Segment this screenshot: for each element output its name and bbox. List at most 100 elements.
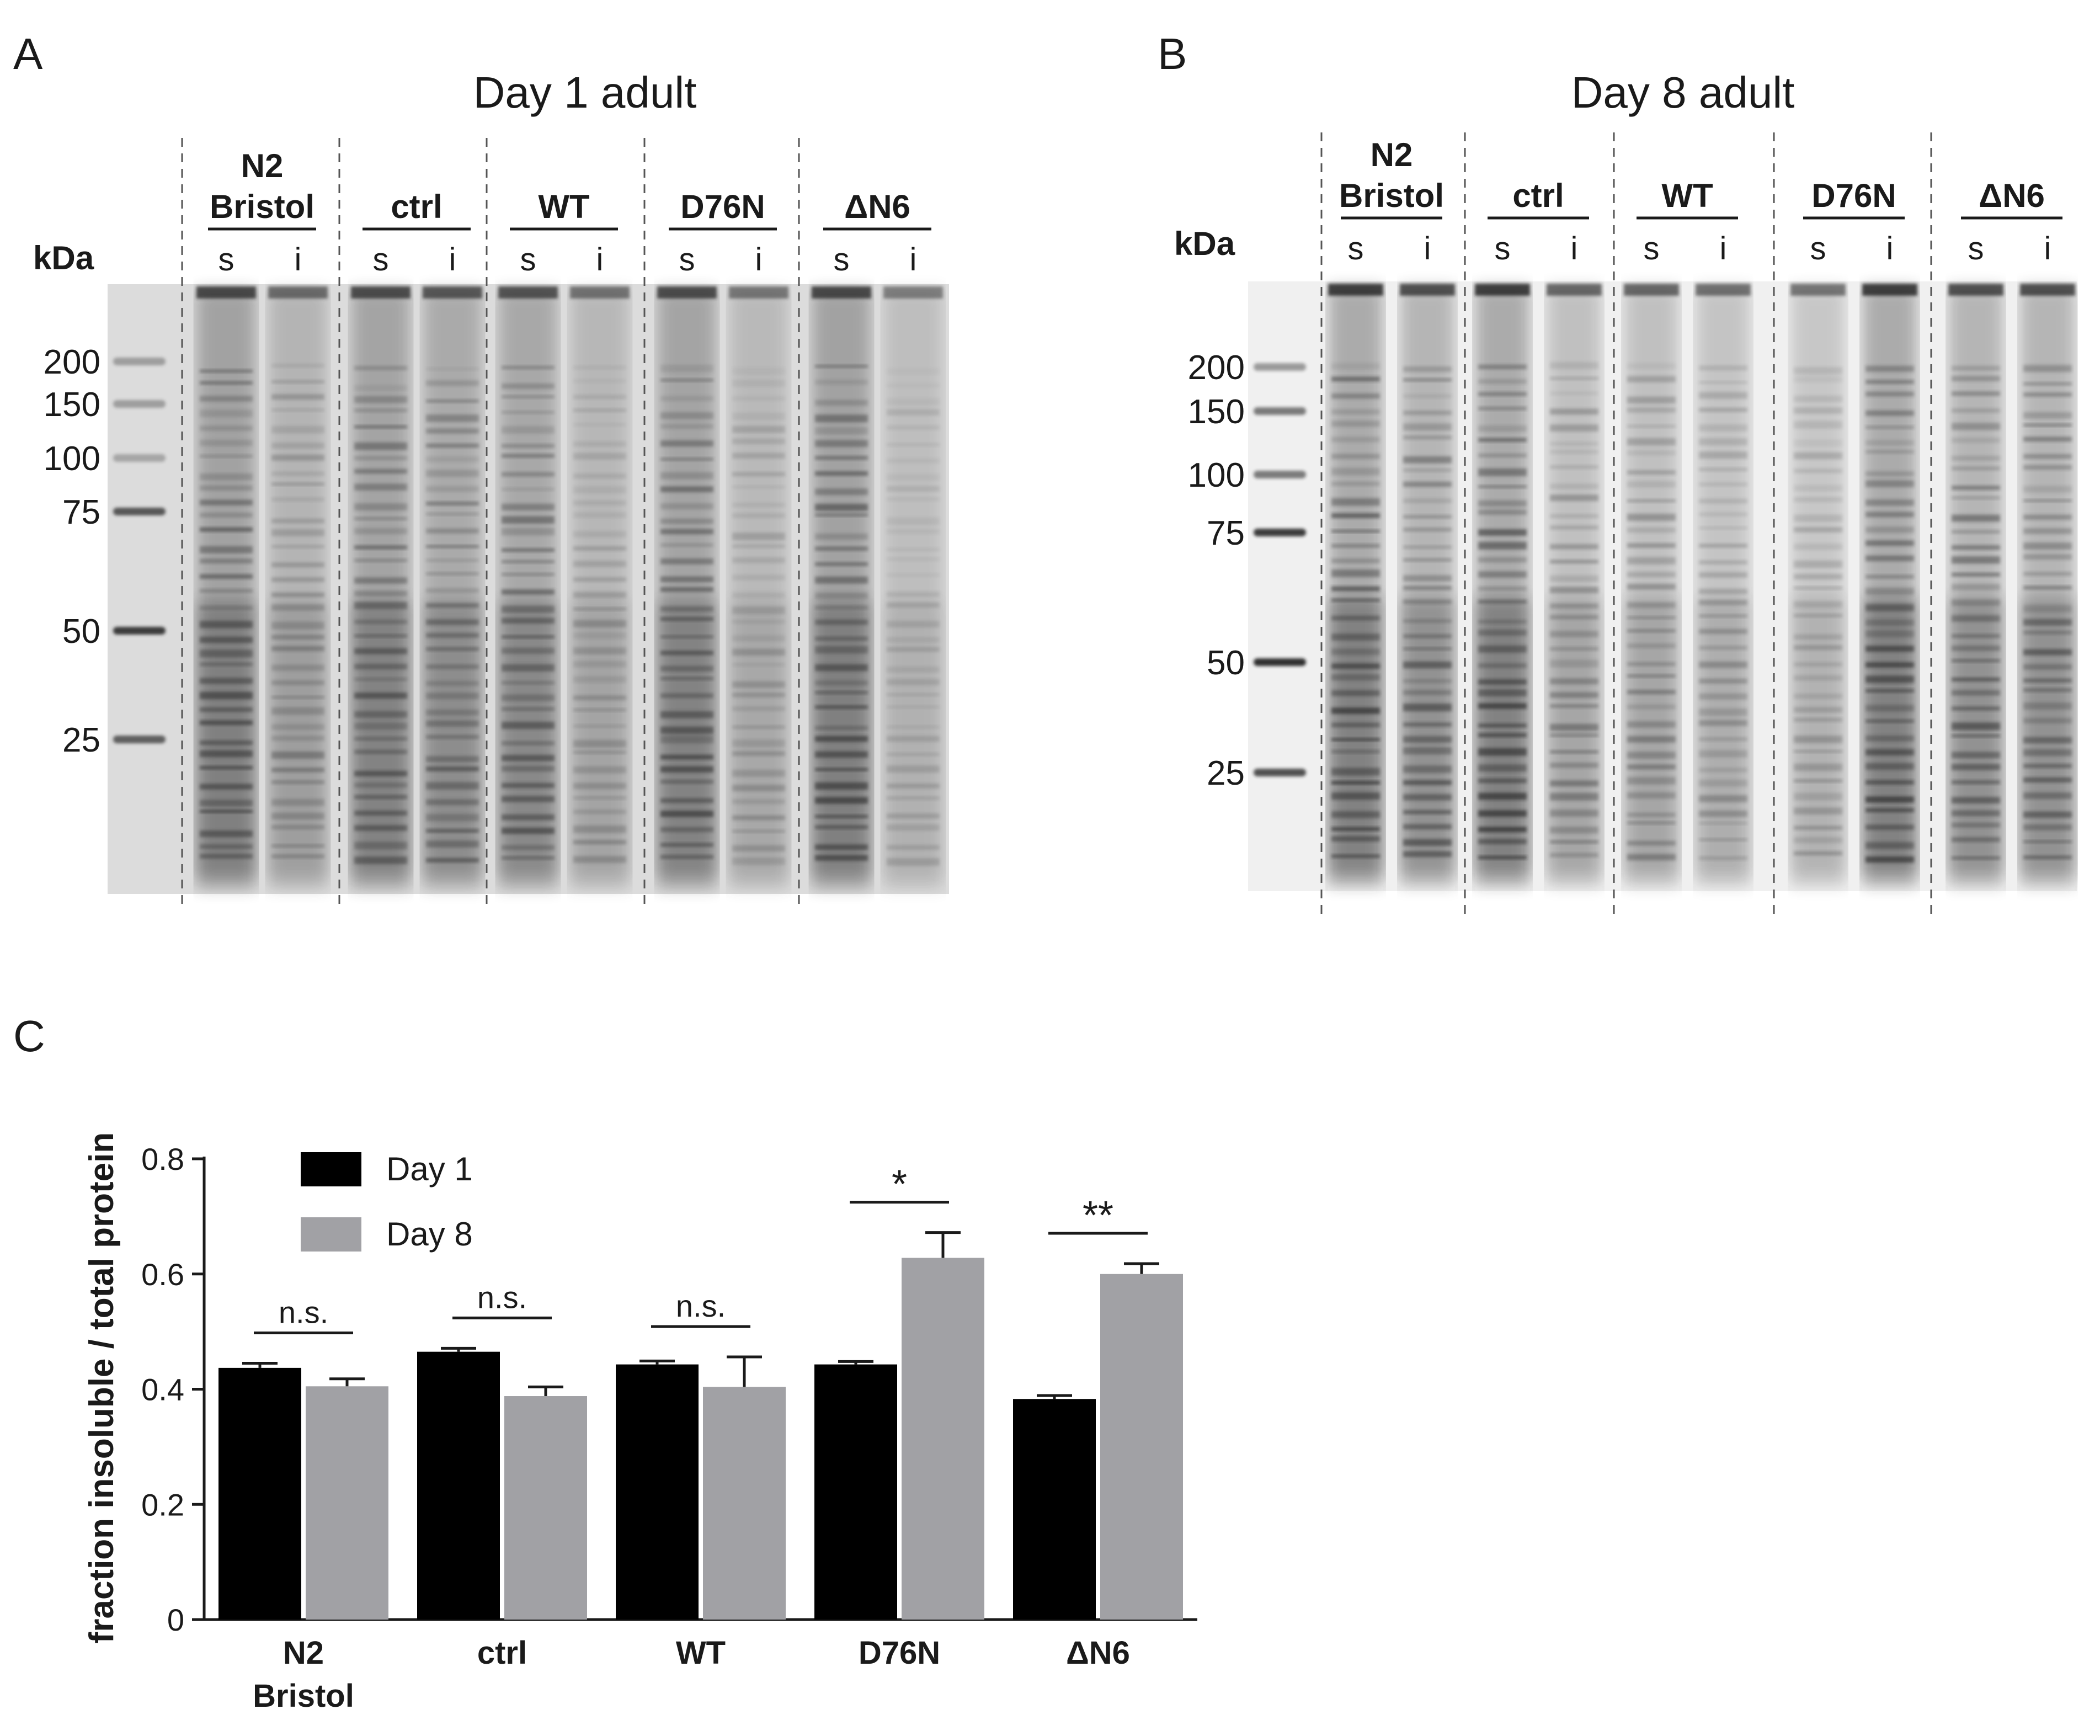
- gel-band: [573, 725, 626, 728]
- gel-band: [1331, 690, 1380, 696]
- gel-band: [1550, 733, 1598, 737]
- lane-label-insoluble: i: [596, 242, 604, 278]
- gel-band: [271, 562, 324, 568]
- gel-band: [660, 665, 713, 672]
- gel-band: [200, 784, 253, 790]
- gel-band: [502, 827, 555, 834]
- marker-label: 25: [1207, 754, 1245, 792]
- gel-band: [1952, 545, 2000, 550]
- gel-band: [1627, 572, 1676, 578]
- gel-band: [1952, 408, 2000, 413]
- lane-label-insoluble: i: [2044, 231, 2051, 267]
- gel-band: [815, 736, 868, 742]
- gel-band: [573, 750, 626, 754]
- gel-band: [732, 785, 785, 791]
- gel-well: [268, 286, 328, 299]
- gel-band: [354, 442, 407, 450]
- gel-band: [426, 588, 479, 593]
- gel-band: [887, 425, 940, 430]
- gel-band: [426, 380, 479, 386]
- x-category-label: ΔN6: [1066, 1635, 1130, 1671]
- gel-band: [1403, 704, 1452, 711]
- gel-band: [1331, 674, 1380, 681]
- gel-band: [426, 428, 479, 434]
- gel-band: [1403, 780, 1452, 785]
- gel-band: [815, 680, 868, 685]
- gel-band: [271, 707, 324, 715]
- gel-band: [426, 443, 479, 448]
- gel-band: [1331, 750, 1380, 754]
- gel-band: [1550, 750, 1598, 754]
- gel-band: [1952, 376, 2000, 381]
- gel-band: [2023, 792, 2072, 800]
- gel-band: [1866, 630, 1914, 637]
- gel-b-image: [1248, 281, 2077, 891]
- significance-label: n.s.: [279, 1295, 328, 1330]
- gel-band: [732, 396, 785, 401]
- gel-band: [426, 840, 479, 848]
- ladder-band: [113, 400, 166, 408]
- gel-well: [657, 286, 717, 299]
- gel-band: [1550, 810, 1598, 817]
- gel-band: [1627, 629, 1676, 633]
- gel-band: [1794, 544, 1842, 550]
- gel-band: [815, 691, 868, 694]
- gel-band: [1794, 792, 1842, 801]
- gel-band: [732, 574, 785, 581]
- gel-band: [354, 528, 407, 535]
- gel-band: [1699, 589, 1747, 594]
- gel-band: [1699, 512, 1747, 516]
- gel-well: [1790, 284, 1846, 296]
- gel-band: [660, 472, 713, 480]
- gel-band: [1866, 689, 1914, 693]
- gel-band: [502, 765, 555, 772]
- ladder-band: [113, 627, 166, 635]
- gel-band: [732, 799, 785, 805]
- gel-a-image: [108, 284, 949, 894]
- gel-band: [502, 741, 555, 745]
- gel-band: [1403, 585, 1452, 590]
- gel-band: [1699, 614, 1747, 617]
- bar-day8: [504, 1396, 587, 1620]
- gel-band: [354, 558, 407, 562]
- gel-band: [426, 414, 479, 422]
- gel-band: [887, 473, 940, 481]
- bar-day1: [814, 1364, 897, 1620]
- gel-band: [426, 693, 479, 700]
- gel-band: [271, 380, 324, 384]
- gel-band: [1550, 792, 1598, 801]
- gel-band: [502, 383, 555, 389]
- gel-band: [200, 766, 253, 770]
- gel-band: [1794, 750, 1842, 753]
- gel-band: [1331, 648, 1380, 656]
- gel-b-kda-label: kDa: [1174, 225, 1235, 262]
- gel-band: [1699, 768, 1747, 773]
- gel-band: [815, 562, 868, 566]
- gel-band: [1952, 780, 2000, 785]
- gel-band: [1627, 583, 1676, 590]
- gel-well: [729, 286, 788, 299]
- gel-band: [1794, 779, 1842, 782]
- gel-band: [502, 411, 555, 414]
- gel-band: [1794, 560, 1842, 568]
- gel-band: [354, 782, 407, 788]
- marker-label: 200: [44, 343, 100, 381]
- gel-band: [573, 546, 626, 551]
- gel-band: [1794, 439, 1842, 447]
- gel-well: [351, 286, 411, 299]
- y-tick-label: 0.6: [141, 1257, 184, 1292]
- gel-a-dividers: [181, 138, 800, 910]
- gel-band: [1866, 555, 1914, 562]
- gel-band: [815, 471, 868, 476]
- gel-band: [426, 782, 479, 790]
- gel-band: [200, 546, 253, 553]
- gel-band: [1627, 764, 1676, 770]
- gel-band: [502, 664, 555, 672]
- gel-band: [1550, 494, 1598, 502]
- gel-band: [354, 663, 407, 670]
- gel-band: [354, 468, 407, 474]
- gel-band: [1331, 811, 1380, 818]
- gel-well: [1475, 284, 1530, 296]
- gel-band: [660, 726, 713, 734]
- gel-band: [1866, 735, 1914, 742]
